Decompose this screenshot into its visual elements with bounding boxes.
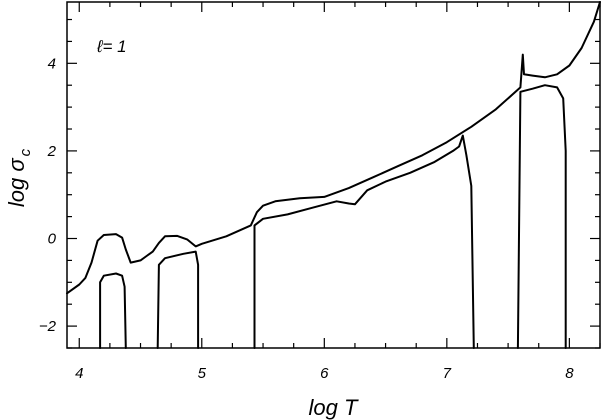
x-tick-label: 7 — [443, 365, 452, 382]
series-upper-curve — [66, 1, 601, 295]
x-tick-label: 4 — [75, 365, 83, 382]
y-axis-title: log σ c — [4, 148, 34, 207]
curves — [66, 1, 601, 349]
annotation-label: ℓ= 1 — [96, 37, 127, 56]
plot-frame — [66, 1, 601, 349]
y-tick-label: −2 — [39, 318, 57, 335]
series-lower-segment — [516, 84, 567, 349]
y-tick-label: 2 — [47, 143, 57, 160]
x-axis-title: log T — [309, 395, 359, 420]
series-lower-segment — [99, 272, 127, 349]
series-lower-segment — [253, 134, 475, 349]
tick-marks — [67, 2, 601, 349]
tick-labels: 4 5 6 7 8 −2 0 2 4 — [39, 55, 574, 382]
x-tick-label: 6 — [320, 365, 329, 382]
x-tick-label: 5 — [198, 365, 207, 382]
y-axis-title-main: log σ — [4, 158, 29, 207]
y-tick-label: 4 — [48, 55, 56, 72]
y-tick-label: 0 — [48, 231, 57, 248]
x-tick-label: 8 — [565, 365, 574, 382]
series-lower-segment — [156, 250, 200, 349]
y-axis-title-subscript: c — [17, 148, 34, 156]
